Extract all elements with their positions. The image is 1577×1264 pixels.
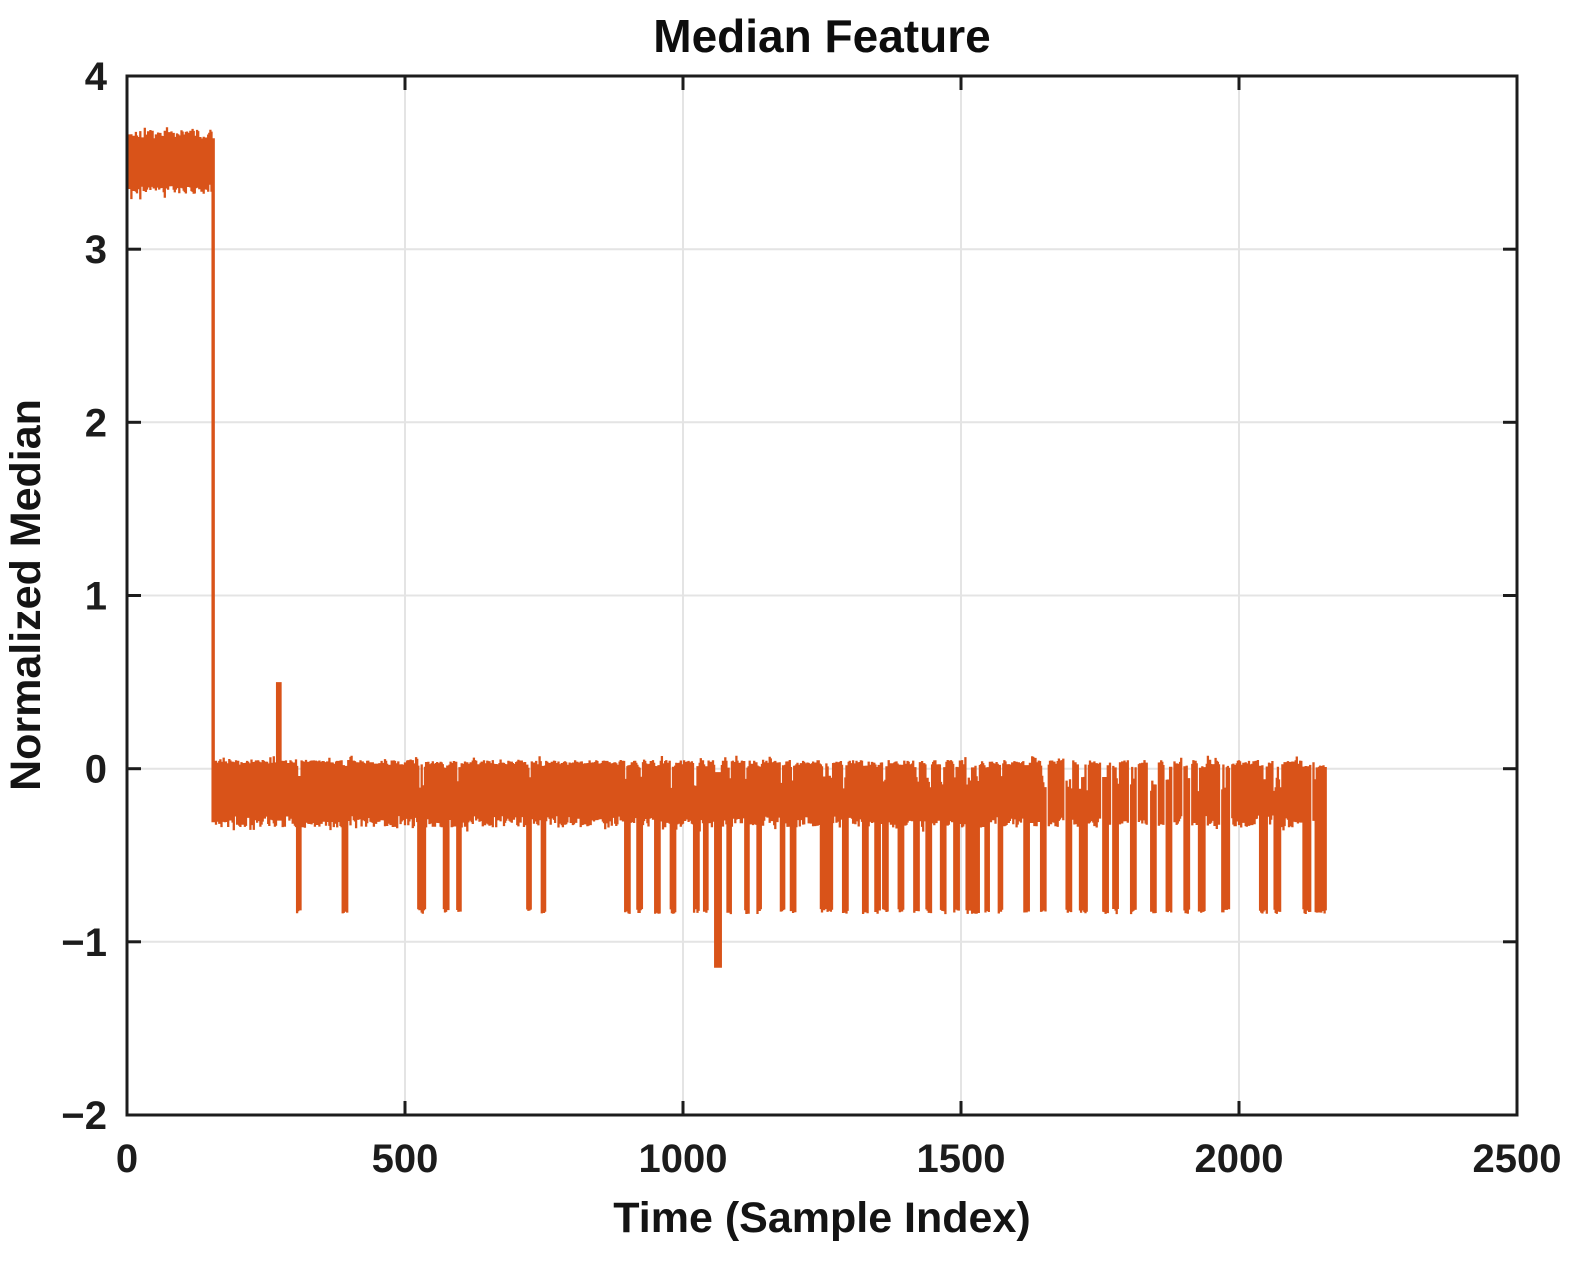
- x-tick-label: 0: [116, 1137, 138, 1181]
- y-axis-label: Normalized Median: [2, 399, 50, 791]
- x-tick-label: 2500: [1473, 1137, 1562, 1181]
- y-tick-label: −2: [61, 1094, 107, 1138]
- gridlines: [126, 75, 1518, 1116]
- y-tick-label: 3: [85, 228, 107, 272]
- x-tick-label: 1500: [917, 1137, 1006, 1181]
- y-tick-label: 0: [85, 748, 107, 792]
- x-axis-label: Time (Sample Index): [613, 1194, 1030, 1242]
- series-layer: [125, 127, 1327, 968]
- y-tick-label: −1: [61, 921, 107, 965]
- x-tick-label: 500: [372, 1137, 439, 1181]
- y-tick-label: 1: [85, 575, 107, 619]
- plot-border: [125, 74, 1519, 1117]
- x-tick-label: 1000: [639, 1137, 728, 1181]
- x-tick-labels: 0 500 1000 1500 2000 2500: [116, 1137, 1562, 1181]
- chart-title: Median Feature: [653, 10, 990, 62]
- series-line: [125, 127, 1327, 968]
- axis-labels: Median Feature Time (Sample Index) Norma…: [2, 10, 1561, 1242]
- y-tick-label: 2: [85, 401, 107, 445]
- y-tick-labels: −2 −1 0 1 2 3 4: [61, 55, 107, 1138]
- x-tick-label: 2000: [1195, 1137, 1284, 1181]
- y-tick-label: 4: [85, 55, 108, 99]
